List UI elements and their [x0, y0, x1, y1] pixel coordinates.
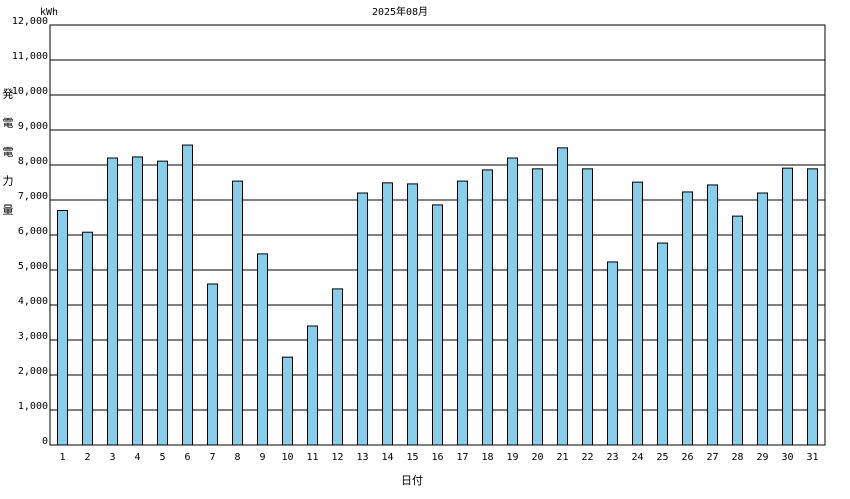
y-tick-label: 2,000 — [18, 366, 48, 377]
y-tick-label: 11,000 — [12, 51, 48, 62]
bar — [107, 157, 118, 446]
x-tick-label: 20 — [531, 452, 543, 463]
x-tick-label: 31 — [806, 452, 818, 463]
bar — [307, 325, 318, 446]
bar — [82, 231, 93, 446]
bar — [757, 192, 768, 446]
bar — [607, 261, 618, 446]
x-tick-label: 21 — [556, 452, 568, 463]
y-tick-label: 4,000 — [18, 296, 48, 307]
y-tick-label: 10,000 — [12, 86, 48, 97]
bar — [207, 283, 218, 446]
y-tick-label: 8,000 — [18, 156, 48, 167]
x-tick-label: 17 — [456, 452, 468, 463]
x-tick-label: 2 — [84, 452, 90, 463]
bar — [332, 288, 343, 446]
bar — [682, 191, 693, 446]
bar — [157, 160, 168, 446]
y-tick-label: 5,000 — [18, 261, 48, 272]
x-tick-label: 24 — [631, 452, 643, 463]
bar — [132, 156, 143, 446]
y-tick-label: 3,000 — [18, 331, 48, 342]
x-tick-label: 8 — [234, 452, 240, 463]
y-tick-label: 1,000 — [18, 401, 48, 412]
x-tick-label: 22 — [581, 452, 593, 463]
bar — [182, 144, 193, 446]
bar — [432, 204, 443, 446]
x-tick-label: 15 — [406, 452, 418, 463]
bar — [257, 253, 268, 446]
x-tick-label: 7 — [209, 452, 215, 463]
bar — [382, 182, 393, 446]
x-tick-label: 13 — [356, 452, 368, 463]
x-tick-label: 5 — [159, 452, 165, 463]
bar — [232, 180, 243, 446]
y-unit: kWh — [40, 7, 58, 18]
bar — [732, 215, 743, 446]
bar — [782, 167, 793, 446]
bar — [807, 168, 818, 446]
x-axis-label: 日付 — [401, 474, 423, 487]
x-tick-label: 10 — [281, 452, 293, 463]
bar — [482, 169, 493, 446]
bar — [532, 168, 543, 446]
x-tick-label: 26 — [681, 452, 693, 463]
y-tick-label: 9,000 — [18, 121, 48, 132]
x-tick-label: 29 — [756, 452, 768, 463]
y-tick-label: 7,000 — [18, 191, 48, 202]
x-tick-label: 25 — [656, 452, 668, 463]
y-tick-label: 0 — [42, 436, 48, 447]
bar — [457, 180, 468, 446]
bar — [507, 157, 518, 446]
chart-title: 2025年08月 — [372, 5, 428, 18]
bar — [657, 242, 668, 446]
x-tick-label: 4 — [134, 452, 140, 463]
x-tick-label: 16 — [431, 452, 443, 463]
x-tick-label: 3 — [109, 452, 115, 463]
x-tick-label: 19 — [506, 452, 518, 463]
bar — [582, 168, 593, 446]
x-tick-label: 28 — [731, 452, 743, 463]
bar — [632, 181, 643, 446]
y-tick-label: 12,000 — [12, 16, 48, 27]
x-tick-label: 18 — [481, 452, 493, 463]
x-tick-label: 11 — [306, 452, 318, 463]
bar — [282, 356, 293, 446]
bar — [357, 192, 368, 446]
x-tick-label: 9 — [259, 452, 265, 463]
y-tick-label: 6,000 — [18, 226, 48, 237]
x-tick-label: 14 — [381, 452, 393, 463]
x-tick-label: 27 — [706, 452, 718, 463]
x-tick-label: 30 — [781, 452, 793, 463]
bar — [707, 184, 718, 446]
x-tick-label: 6 — [184, 452, 190, 463]
x-tick-label: 23 — [606, 452, 618, 463]
y-axis-label: 発電電力量 — [1, 87, 14, 233]
bar — [57, 210, 68, 446]
bar — [557, 147, 568, 446]
bar — [407, 183, 418, 446]
x-tick-label: 12 — [331, 452, 343, 463]
x-tick-label: 1 — [59, 452, 65, 463]
